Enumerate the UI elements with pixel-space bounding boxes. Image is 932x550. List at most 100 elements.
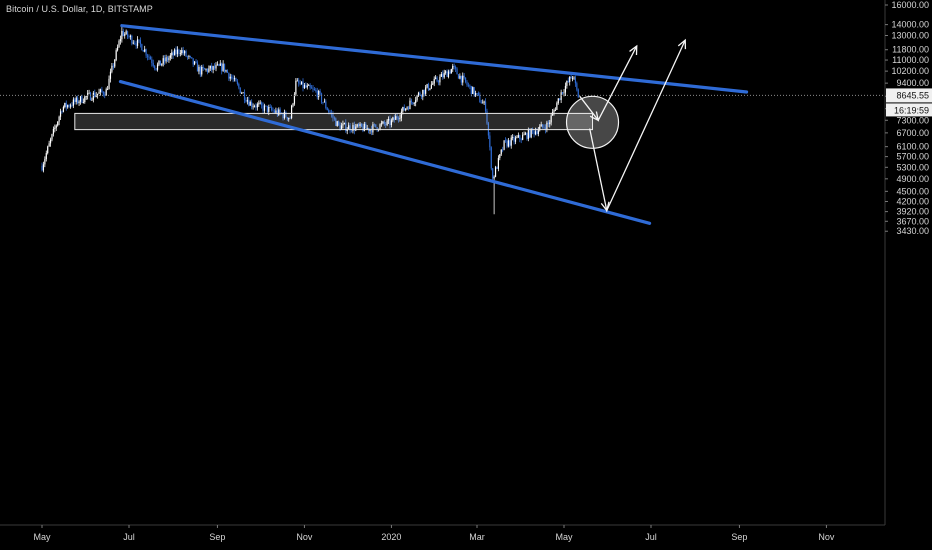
candle-body bbox=[566, 81, 568, 86]
candle-body bbox=[171, 52, 173, 56]
candle-body bbox=[61, 111, 63, 113]
candle-body bbox=[447, 71, 450, 77]
candle-body bbox=[402, 106, 404, 112]
x-tick-label: May bbox=[33, 532, 51, 542]
candle-body bbox=[335, 118, 337, 126]
candle-body bbox=[273, 110, 276, 113]
candle-body bbox=[245, 100, 247, 102]
candle-body bbox=[483, 101, 485, 103]
candle-body bbox=[299, 83, 301, 85]
candle-body bbox=[489, 135, 491, 148]
candle-body bbox=[188, 56, 190, 57]
candle-body bbox=[246, 100, 248, 102]
candle-body bbox=[219, 63, 221, 66]
y-tick-label: 7300.00 bbox=[896, 115, 929, 125]
candle-body bbox=[78, 101, 80, 104]
candle-body bbox=[228, 72, 230, 79]
candle-body bbox=[389, 119, 391, 126]
candle-body bbox=[543, 126, 545, 128]
candle-body bbox=[409, 100, 411, 110]
y-tick-label: 5700.00 bbox=[896, 152, 929, 162]
candle-body bbox=[129, 35, 132, 37]
candle-body bbox=[571, 77, 574, 79]
candle-body bbox=[124, 34, 126, 36]
candle-body bbox=[376, 127, 378, 131]
candle-body bbox=[443, 72, 445, 78]
candle-body bbox=[308, 85, 310, 86]
candle-body bbox=[68, 105, 70, 107]
candle-body bbox=[201, 66, 203, 75]
candle-body bbox=[226, 70, 229, 73]
candle-body bbox=[492, 168, 494, 179]
candle-body bbox=[433, 78, 435, 84]
candle-body bbox=[158, 60, 160, 65]
candle-body bbox=[79, 96, 82, 102]
candle-body bbox=[75, 97, 77, 102]
y-tick-label: 11800.00 bbox=[892, 45, 929, 55]
candle-body bbox=[523, 134, 525, 136]
candle-body bbox=[85, 96, 87, 98]
support-box bbox=[74, 112, 594, 131]
candle-body bbox=[67, 105, 69, 108]
y-tick-label: 3670.00 bbox=[896, 216, 929, 226]
candle-body bbox=[209, 65, 211, 69]
candle-body bbox=[81, 96, 83, 103]
candle-body bbox=[387, 119, 390, 121]
candle-body bbox=[258, 103, 260, 105]
candle-body bbox=[189, 56, 191, 58]
candle-body bbox=[310, 87, 313, 89]
candle-body bbox=[472, 87, 474, 94]
candle-body bbox=[94, 92, 96, 97]
candle-body bbox=[358, 124, 360, 127]
candle-body bbox=[82, 102, 84, 103]
candle-body bbox=[316, 91, 318, 98]
candle-body bbox=[176, 49, 179, 55]
candle-body bbox=[452, 65, 454, 70]
candle-body bbox=[295, 80, 297, 95]
candle-body bbox=[395, 116, 397, 120]
candle-body bbox=[526, 133, 528, 139]
candle-body bbox=[429, 88, 431, 90]
candle-body bbox=[305, 85, 307, 88]
y-tick-label: 3430.00 bbox=[896, 226, 929, 236]
candle-body bbox=[178, 49, 180, 54]
candle-body bbox=[74, 99, 76, 102]
candle-body bbox=[517, 135, 519, 138]
candle-body bbox=[154, 65, 156, 69]
candle-body bbox=[446, 71, 448, 77]
candle-body bbox=[101, 89, 103, 92]
candle-body bbox=[499, 154, 501, 158]
candle-body bbox=[453, 65, 455, 67]
candle-body bbox=[422, 89, 424, 97]
candle-body bbox=[139, 40, 142, 45]
x-tick-label: Nov bbox=[818, 532, 835, 542]
candle-body bbox=[211, 65, 213, 70]
candle-body bbox=[174, 49, 176, 56]
candle-body bbox=[459, 75, 461, 79]
chart-title: Bitcoin / U.S. Dollar, 1D, BITSTAMP bbox=[6, 4, 153, 14]
candle-body bbox=[313, 89, 316, 90]
candle-body bbox=[115, 50, 117, 60]
candle-body bbox=[397, 118, 400, 120]
candle-body bbox=[132, 42, 134, 44]
candle-body bbox=[410, 100, 412, 103]
x-tick-label: Jul bbox=[645, 532, 657, 542]
x-tick-label: Sep bbox=[209, 532, 225, 542]
y-tick-label: 4200.00 bbox=[896, 196, 929, 206]
y-tick-label: 14000.00 bbox=[891, 20, 929, 30]
candle-body bbox=[45, 153, 47, 160]
candle-body bbox=[87, 93, 89, 97]
candle-body bbox=[345, 122, 347, 132]
candle-body bbox=[329, 111, 331, 113]
candle-body bbox=[417, 92, 420, 96]
candle-body bbox=[512, 137, 514, 139]
candle-body bbox=[564, 85, 567, 93]
candle-body bbox=[300, 81, 303, 85]
bounce-path-head-mid bbox=[589, 111, 600, 122]
candle-body bbox=[269, 107, 271, 108]
candle-body bbox=[399, 117, 401, 120]
candle-body bbox=[112, 65, 114, 67]
candle-body bbox=[567, 81, 569, 82]
